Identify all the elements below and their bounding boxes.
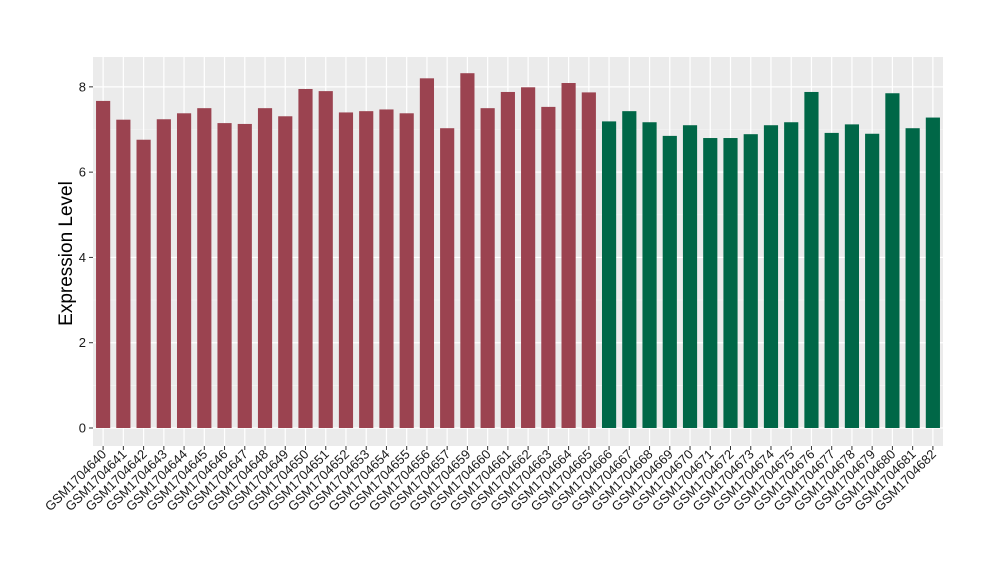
bar-GSM1704673 — [743, 134, 758, 428]
bar-GSM1704680 — [885, 93, 900, 428]
bar-GSM1704676 — [804, 91, 819, 428]
bar-GSM1704646 — [217, 123, 232, 428]
bar-GSM1704668 — [642, 122, 657, 429]
bar-GSM1704652 — [338, 112, 354, 429]
x-axis: GSM1704640GSM1704641GSM1704642GSM1704643… — [42, 446, 939, 514]
bar-GSM1704653 — [359, 111, 374, 428]
bar-GSM1704662 — [521, 87, 536, 428]
bar-GSM1704644 — [176, 113, 192, 428]
bar-GSM1704647 — [237, 123, 252, 429]
bar-GSM1704675 — [784, 122, 799, 429]
bar-GSM1704655 — [399, 113, 414, 428]
bar-GSM1704659 — [460, 73, 475, 429]
plot-panel — [93, 57, 943, 446]
y-tick-label: 0 — [79, 421, 86, 436]
y-tick-label: 4 — [79, 250, 86, 265]
bar-GSM1704671 — [703, 138, 718, 428]
bar-GSM1704642 — [136, 139, 151, 428]
bar-GSM1704640 — [96, 100, 111, 429]
bar-GSM1704664 — [561, 83, 576, 429]
bar-GSM1704650 — [298, 88, 313, 428]
bar-GSM1704670 — [682, 125, 698, 428]
bar-GSM1704669 — [662, 135, 677, 428]
bar-GSM1704654 — [379, 109, 394, 428]
bar-GSM1704665 — [581, 92, 596, 428]
bar-GSM1704657 — [440, 128, 455, 428]
bar-GSM1704682 — [925, 117, 940, 429]
bar-GSM1704649 — [278, 116, 293, 428]
bars — [96, 73, 940, 429]
bar-GSM1704645 — [197, 108, 212, 428]
y-tick-label: 8 — [79, 79, 86, 94]
bar-GSM1704648 — [257, 108, 273, 428]
bar-GSM1704651 — [318, 91, 333, 429]
bar-GSM1704674 — [763, 125, 779, 428]
y-tick-label: 2 — [79, 335, 86, 350]
bar-GSM1704678 — [844, 124, 860, 428]
bar-GSM1704667 — [622, 111, 637, 428]
bar-GSM1704681 — [905, 128, 920, 428]
bar-GSM1704679 — [865, 133, 880, 429]
bar-GSM1704666 — [601, 121, 617, 428]
bar-GSM1704661 — [500, 91, 515, 428]
bar-GSM1704663 — [541, 106, 556, 429]
y-axis: 0 2 4 6 8 — [79, 79, 93, 436]
y-axis-title: Expression Level — [56, 181, 77, 326]
y-tick-label: 6 — [79, 165, 86, 180]
bar-GSM1704660 — [480, 108, 495, 428]
bar-GSM1704672 — [723, 138, 738, 428]
bar-GSM1704677 — [824, 132, 839, 428]
bar-GSM1704656 — [419, 78, 435, 428]
bar-GSM1704643 — [156, 119, 171, 429]
bar-GSM1704641 — [116, 119, 131, 428]
